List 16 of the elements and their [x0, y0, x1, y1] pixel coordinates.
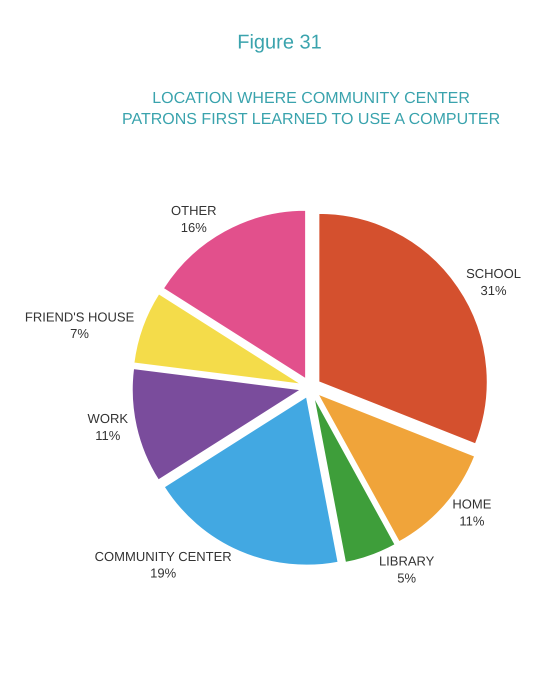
slice-label: LIBRARY: [378, 554, 435, 569]
chart-subtitle: LOCATION WHERE COMMUNITY CENTER PATRONS FIRST LEARNED TO USE A COMPUTER: [122, 90, 500, 128]
data-label: 19%: [150, 566, 177, 581]
data-label: 11%: [459, 513, 485, 528]
slice-label: OTHER: [171, 202, 217, 218]
data-label: 7%: [70, 326, 90, 342]
slice-label: WORK: [88, 411, 128, 426]
chart-title: Figure 31: [237, 31, 322, 54]
data-label: 11%: [95, 428, 121, 444]
slice-label: FRIEND'S HOUSE: [24, 309, 135, 324]
slice-label: SCHOOL: [466, 266, 522, 282]
data-label: 31%: [480, 283, 508, 298]
data-label: 16%: [180, 220, 208, 235]
slice-label: HOME: [452, 496, 492, 512]
slice-label: COMMUNITY CENTER: [94, 548, 232, 564]
data-label: 5%: [397, 570, 416, 586]
